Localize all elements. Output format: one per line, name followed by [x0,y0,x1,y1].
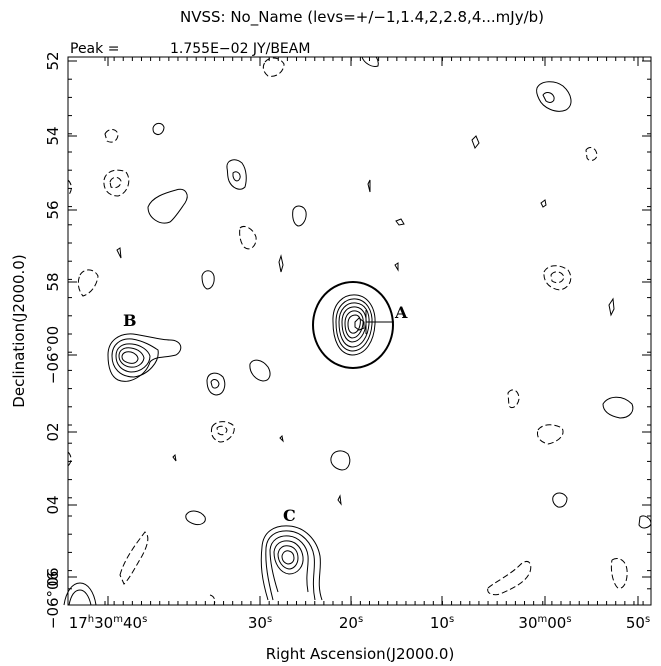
contour [111,338,159,378]
contour [265,530,316,601]
y-tick-label: 52 [44,51,62,70]
contour [338,302,370,348]
contour [232,171,241,182]
contour [585,147,598,161]
y-axis-label: Declination(J2000.0) [10,254,28,407]
contour [543,265,572,291]
contour [77,269,99,297]
contour [292,205,307,227]
contour [471,135,480,149]
contour [210,421,235,443]
contour [210,379,220,389]
peak-label: Peak = [70,41,119,57]
contour [279,434,284,443]
contour [361,56,379,67]
y-tick-label: 56 [44,200,62,219]
contour [209,594,216,606]
x-tick-label: 30m00s [518,614,571,632]
contour [107,333,182,382]
x-axis-label: Right Ascension(J2000.0) [266,645,455,663]
x-tick-label: 10s [430,614,454,632]
contour [277,545,299,570]
contour [201,270,215,290]
contour [278,254,284,273]
source-label-c: C [283,506,296,525]
peak-value: 1.755E−02 JY/BEAM [170,41,310,57]
contour [206,372,226,396]
source-a-contours [312,281,394,369]
y-tick-labels: 52 54 56 58 −06°00 02 04 06−06°06 [44,51,62,629]
contour [273,540,304,575]
source-b-contours [107,333,182,382]
contour [540,199,547,208]
contour [63,582,97,606]
contour [610,557,628,589]
contour [395,218,405,226]
contour [367,179,371,193]
contour [104,129,119,143]
contour [281,550,295,565]
contour [118,347,145,368]
contour [552,492,568,508]
map-title: NVSS: No_Name (levs=+/−1,1.4,2,2.8,4...m… [180,8,544,27]
contour [226,159,247,190]
contour [487,561,532,596]
y-tick-label: −06°06 [44,571,62,629]
contour [550,271,565,284]
contours [63,56,652,606]
contour [330,450,351,471]
contour [147,188,188,224]
x-tick-label: 50s [626,614,650,632]
axis-ticks [68,57,651,605]
contour [260,525,323,601]
contour [537,424,564,445]
contour [115,343,151,373]
contour [347,314,361,334]
x-tick-label: 30s [248,614,272,632]
source-c-contours [260,525,323,601]
contour [602,396,634,419]
contour [121,351,139,364]
x-tick-label: 17h30m40s [69,614,148,632]
contour [507,389,520,409]
contour [116,247,122,259]
contour [332,294,376,356]
y-tick-label: 54 [44,126,62,145]
contour [354,317,365,331]
contour [67,179,72,197]
contour [67,451,72,467]
contour [344,310,364,339]
x-tick-labels: 17h30m40s 30s 20s 10s 30m00s 50s [69,614,650,632]
y-tick-label: 58 [44,272,62,291]
contour [249,359,271,382]
source-label-a: A [394,303,408,322]
y-tick-label: 04 [44,495,62,514]
contour [172,453,177,462]
contour [337,494,342,506]
negative-contours [67,57,628,606]
plot-frame [67,56,652,606]
contour [103,169,130,197]
contour [119,531,149,585]
contour [335,298,373,352]
contour [109,176,122,189]
contour [239,225,257,250]
contour [542,92,555,103]
contour [394,262,399,272]
y-tick-label: 02 [44,422,62,441]
y-tick-label: −06°00 [44,326,62,384]
contour [269,535,309,593]
x-tick-label: 20s [339,614,363,632]
contour [185,510,206,526]
contour [262,57,285,77]
contour [638,515,652,529]
contour [152,122,165,135]
contour [608,297,615,317]
contour [536,81,572,112]
contour [216,425,228,436]
source-label-b: B [123,311,137,330]
source-a-circle [312,281,394,369]
y-tick-label: 06 [44,567,62,586]
